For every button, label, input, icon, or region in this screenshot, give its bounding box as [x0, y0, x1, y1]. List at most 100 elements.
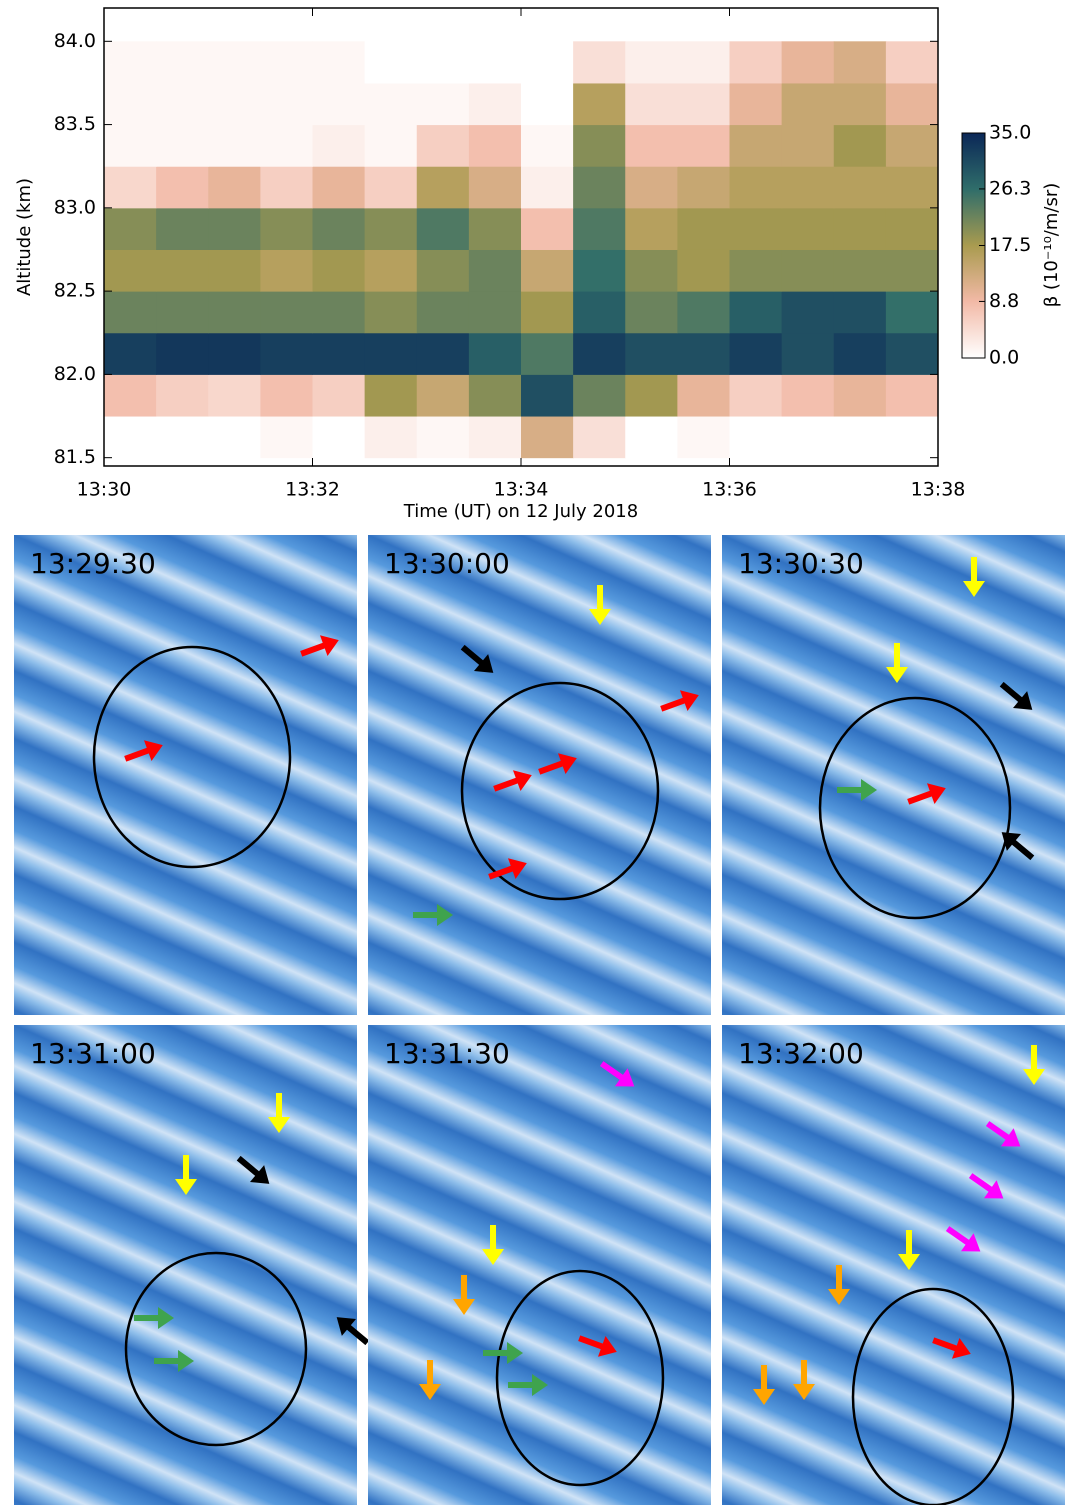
heat-cell [468, 166, 522, 209]
heat-cell [677, 82, 730, 126]
heat-cell [208, 249, 261, 292]
heat-cell [364, 82, 418, 126]
arrow-head [589, 609, 611, 625]
heat-cell [729, 166, 783, 209]
arrow-head [557, 753, 577, 774]
heat-cell [312, 332, 366, 375]
heat-cell [260, 374, 313, 417]
heat-cell [156, 207, 209, 250]
heat-cell [625, 41, 678, 84]
heat-cell [885, 416, 938, 459]
arrow-shaft [660, 697, 687, 712]
heat-cell [625, 207, 678, 250]
y-axis-label: Altitude (km) [14, 178, 35, 296]
heat-cell [208, 207, 261, 250]
heat-cell [521, 291, 574, 334]
x-axis-label: Time (UT) on 12 July 2018 [403, 501, 638, 522]
heat-cell [729, 291, 783, 334]
colorbar-tick-label: 26.3 [989, 177, 1031, 199]
heat-cell [260, 249, 313, 292]
heat-cell [573, 166, 626, 209]
heat-cell [468, 41, 522, 84]
image-panel: 13:32:00 [722, 1025, 1065, 1507]
arrow [589, 585, 611, 625]
heat-cell [625, 249, 678, 292]
heat-cell [625, 291, 678, 334]
heat-cell [521, 207, 574, 250]
arrow [828, 1265, 850, 1305]
arrow [932, 1337, 971, 1359]
highlight-circle [460, 681, 660, 901]
highlight-circle [124, 1251, 308, 1447]
heat-cell [573, 374, 626, 417]
arrow [945, 1226, 981, 1252]
panel-timestamp: 13:29:30 [30, 547, 156, 580]
arrow-shaft [599, 1061, 625, 1081]
arrow-shaft [945, 1226, 971, 1246]
heat-cell [416, 416, 470, 459]
heat-cell [885, 207, 938, 250]
panel-timestamp: 13:31:00 [30, 1037, 156, 1070]
arrow [963, 557, 985, 597]
arrow-head [143, 740, 163, 761]
heat-cell [625, 332, 678, 375]
arrow-head [793, 1384, 815, 1400]
heat-cell [312, 416, 366, 459]
heat-cell [521, 416, 574, 459]
heat-cell [156, 416, 209, 459]
heat-cell [312, 207, 366, 250]
heat-cell [677, 124, 730, 167]
arrow-head [614, 1068, 635, 1087]
arrow [488, 858, 527, 880]
arrow [460, 644, 494, 673]
image-panel: 13:29:30 [14, 535, 357, 1015]
heat-cell [156, 124, 209, 167]
heat-cell [833, 416, 887, 459]
arrow [413, 904, 453, 926]
arrow-head [419, 1384, 441, 1400]
heat-cell [416, 166, 470, 209]
arrow-head [175, 1179, 197, 1195]
arrow-head [898, 1254, 920, 1270]
heat-cell [312, 374, 366, 417]
heat-cell [625, 416, 678, 459]
heat-cell [364, 124, 418, 167]
heat-cell [677, 207, 730, 250]
heat-cell [104, 41, 157, 84]
heat-cell [468, 82, 522, 126]
wave-texture [722, 1025, 1065, 1505]
heat-cell [416, 249, 470, 292]
arrow [268, 1093, 290, 1133]
heat-cell [885, 124, 938, 167]
arrow-shaft [236, 1155, 261, 1178]
heat-cell [729, 416, 783, 459]
arrow [793, 1360, 815, 1400]
arrow [1001, 832, 1035, 861]
image-panel: 13:30:30 [722, 535, 1065, 1015]
arrow-head [960, 1233, 981, 1252]
heat-cell [833, 166, 887, 209]
arrow-head [268, 1117, 290, 1133]
arrow-shaft [932, 1337, 959, 1352]
arrow-shaft [968, 1173, 994, 1193]
arrow [753, 1365, 775, 1405]
arrow-head [482, 1249, 504, 1265]
arrow-shaft [124, 747, 151, 762]
heat-cell [364, 291, 418, 334]
arrow-head [753, 1389, 775, 1405]
arrow-head [1023, 1069, 1045, 1085]
heat-cell [468, 124, 522, 167]
arrow [578, 1335, 617, 1357]
heat-cell [104, 166, 157, 209]
heat-cell [521, 124, 574, 167]
heat-cell [208, 374, 261, 417]
arrow [999, 681, 1033, 710]
wave-texture [368, 1025, 711, 1505]
colorbar-tick-label: 8.8 [989, 290, 1019, 312]
y-tick-label: 81.5 [54, 446, 96, 468]
heat-cell [729, 332, 783, 375]
arrow-head [983, 1180, 1004, 1199]
heat-cell [833, 41, 887, 84]
image-panels: 13:29:30 13:30:00 13:30:30 13:31:00 13:31:30… [14, 535, 1065, 1507]
